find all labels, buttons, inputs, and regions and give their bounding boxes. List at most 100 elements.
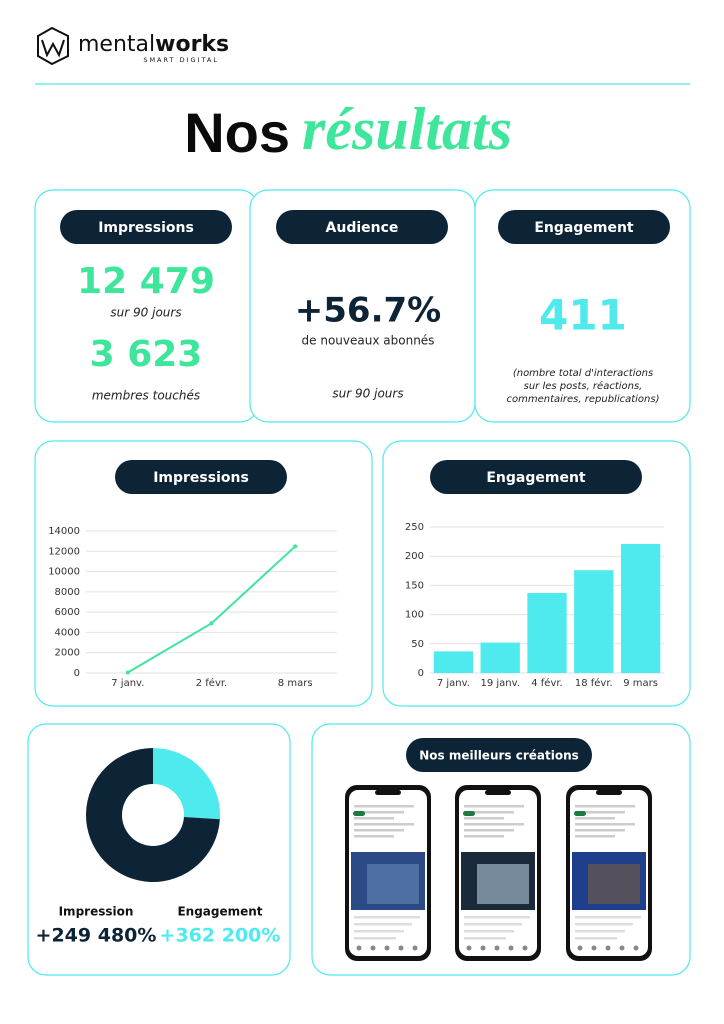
pill: [406, 738, 592, 772]
pill-label: Engagement: [534, 220, 634, 236]
ui-line: [354, 805, 414, 808]
kpi-value: +56.7%: [295, 291, 441, 331]
ui-line: [354, 829, 404, 832]
logo: [37, 26, 69, 66]
x-tick-label: 9 mars: [623, 678, 658, 689]
ui-line: [575, 817, 615, 820]
ui-line: [354, 916, 420, 919]
notch: [596, 790, 622, 795]
y-tick-label: 12000: [48, 546, 80, 557]
ui-line: [354, 817, 394, 820]
point: [125, 670, 130, 675]
y-tick-label: 250: [405, 522, 424, 533]
growth-value: +249 480%: [36, 925, 157, 947]
ui-line: [464, 817, 504, 820]
nav-icon: [494, 945, 500, 951]
nav-icon: [577, 945, 583, 951]
ui-line: [464, 930, 514, 933]
y-tick-label: 150: [405, 580, 424, 591]
ui-line: [575, 930, 625, 933]
nav-icon: [619, 945, 625, 951]
tagline: SMART DIGITAL: [143, 56, 219, 64]
pill-label: Engagement: [486, 470, 586, 486]
growth-value: +362 200%: [160, 925, 281, 947]
x-tick-label: 19 janv.: [480, 678, 519, 689]
y-tick-label: 8000: [55, 587, 80, 598]
kpi-text: membres touchés: [92, 389, 200, 403]
nav-icon: [591, 945, 597, 951]
card: [474, 189, 691, 423]
pill-label: Audience: [326, 220, 399, 236]
x-tick-label: 2 févr.: [196, 677, 228, 689]
x-tick-label: 8 mars: [278, 678, 313, 689]
ui-line: [575, 823, 635, 826]
growth-label: Engagement: [177, 905, 262, 919]
y-tick-label: 0: [418, 668, 424, 679]
brand-part: mental: [78, 32, 155, 57]
pill-label: Impressions: [153, 470, 249, 486]
y-tick-label: 4000: [55, 627, 80, 638]
chip: [353, 811, 365, 816]
pill: [498, 210, 670, 244]
title-accent: résultats: [302, 96, 512, 162]
kpi-value: 411: [539, 291, 627, 340]
brand: mentalworks: [78, 32, 229, 57]
nav-icon: [605, 945, 611, 951]
ui-line: [575, 923, 633, 926]
pill: [60, 210, 232, 244]
notch: [485, 790, 511, 795]
bar: [527, 592, 567, 673]
ui-line: [464, 937, 506, 940]
ui-line: [354, 930, 404, 933]
ui-line: [354, 937, 396, 940]
ui-line: [464, 805, 524, 808]
ui-line: [464, 829, 514, 832]
post-image-detail: [477, 864, 529, 904]
slice: [86, 748, 220, 883]
y-tick-label: 0: [74, 668, 80, 679]
y-tick-label: 2000: [55, 648, 80, 659]
ui-line: [354, 923, 412, 926]
kpi-note: commentaires, republications): [507, 394, 660, 405]
nav-icon: [480, 945, 486, 951]
nav-icon: [466, 945, 472, 951]
notch: [375, 790, 401, 795]
ui-line: [464, 811, 514, 814]
card: [34, 440, 373, 707]
ui-line: [464, 923, 522, 926]
pill: [276, 210, 448, 244]
pill-label: Impressions: [98, 220, 194, 236]
ui-line: [575, 916, 641, 919]
y-tick-label: 50: [411, 639, 424, 650]
nav-icon: [522, 945, 528, 951]
x-tick-label: 18 févr.: [575, 677, 613, 689]
ui-line: [354, 835, 394, 838]
post-image-detail: [367, 864, 419, 904]
chip: [574, 811, 586, 816]
nav-icon: [356, 945, 362, 951]
y-tick-label: 200: [405, 551, 424, 562]
pill-label: Nos meilleurs créations: [419, 749, 579, 763]
nav-icon: [508, 945, 514, 951]
ui-line: [575, 805, 635, 808]
ui-line: [464, 835, 504, 838]
ui-line: [575, 937, 617, 940]
x-tick-label: 4 févr.: [531, 677, 563, 689]
nav-icon: [370, 945, 376, 951]
nav-icon: [384, 945, 390, 951]
bar: [480, 642, 520, 673]
y-tick-label: 10000: [48, 567, 80, 578]
bar: [574, 570, 614, 673]
kpi-note: (nombre total d'interactions: [513, 368, 653, 379]
ui-line: [464, 916, 530, 919]
bar: [433, 651, 474, 673]
ui-line: [575, 811, 625, 814]
point: [293, 544, 298, 549]
nav-icon: [398, 945, 404, 951]
kpi-text: sur 90 jours: [110, 306, 181, 320]
point: [209, 621, 214, 626]
kpi-text: sur 90 jours: [332, 387, 403, 401]
growth-label: Impression: [59, 905, 134, 919]
x-tick-label: 7 janv.: [111, 678, 144, 689]
y-tick-label: 6000: [55, 607, 80, 618]
